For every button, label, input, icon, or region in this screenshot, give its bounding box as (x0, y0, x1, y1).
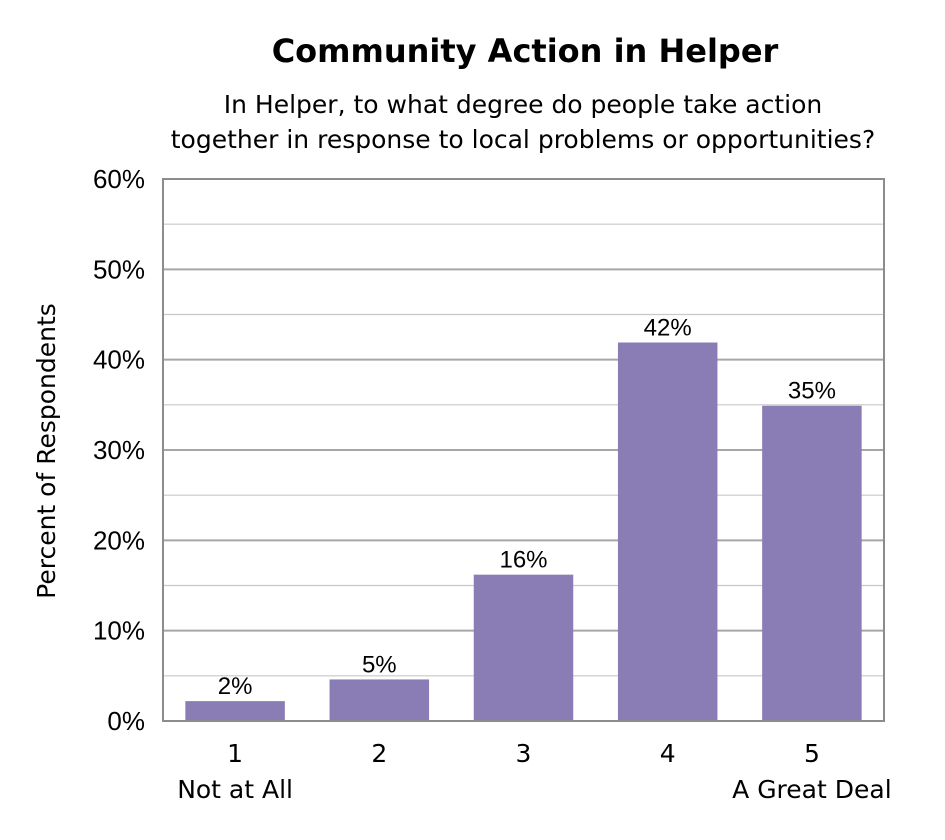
data-label: 35% (788, 378, 836, 405)
y-tick-label: 10% (93, 616, 145, 646)
y-tick-label: 60% (93, 164, 145, 194)
x-tick-label: 2 (371, 739, 387, 768)
x-tick-label: 1 (227, 739, 243, 768)
data-label: 16% (499, 547, 547, 574)
data-label: 2% (218, 673, 253, 700)
y-tick-label: 50% (93, 254, 145, 284)
x-tick-sublabel: Not at All (177, 775, 293, 804)
bar (473, 574, 574, 721)
chart-subtitle-line-1: In Helper, to what degree do people take… (224, 90, 822, 119)
bar (185, 701, 285, 721)
x-tick-sublabel: A Great Deal (732, 775, 892, 804)
x-tick-label: 4 (660, 739, 676, 768)
bar (617, 342, 718, 721)
y-tick-label: 0% (107, 706, 145, 736)
y-tick-label: 40% (93, 345, 145, 375)
bar (329, 679, 430, 721)
x-axis-ticks: 1 Not at All 2 3 4 5 A Great Deal (177, 739, 891, 804)
x-tick-label: 5 (804, 739, 820, 768)
data-label: 42% (644, 315, 692, 342)
chart-title: Community Action in Helper (272, 32, 779, 70)
y-tick-label: 30% (93, 435, 145, 465)
y-axis-ticks: 0% 10% 20% 30% 40% 50% 60% (93, 164, 145, 736)
data-label: 5% (362, 651, 397, 678)
x-tick-label: 3 (516, 739, 532, 768)
y-axis-label: Percent of Respondents (32, 303, 61, 599)
bar (762, 405, 862, 721)
data-labels: 2% 5% 16% 42% 35% (218, 315, 836, 701)
y-tick-label: 20% (93, 525, 145, 555)
chart-subtitle-line-2: together in response to local problems o… (171, 125, 875, 154)
bars (185, 342, 862, 721)
plot-area-border (162, 178, 885, 722)
